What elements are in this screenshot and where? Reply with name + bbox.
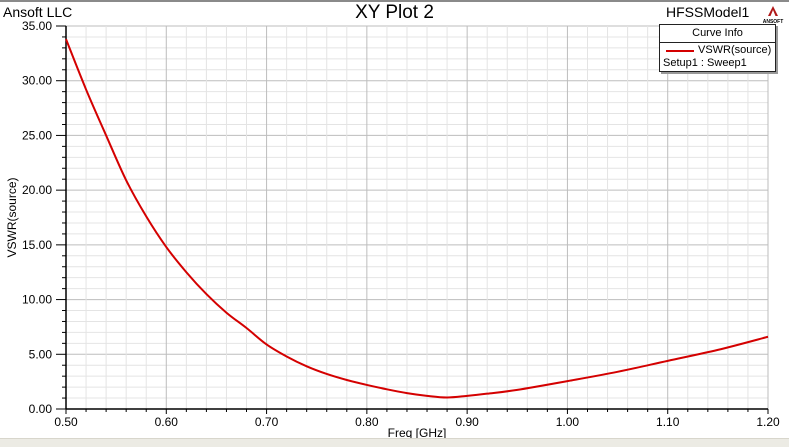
legend-entry[interactable]: VSWR(source) bbox=[660, 43, 775, 57]
plot-title: XY Plot 2 bbox=[355, 2, 434, 23]
y-tick-label: 20.00 bbox=[22, 183, 52, 197]
y-tick-label: 35.00 bbox=[22, 19, 52, 33]
x-tick-label: 0.60 bbox=[155, 415, 179, 429]
company-label: Ansoft LLC bbox=[3, 4, 73, 20]
x-tick-label: 0.80 bbox=[355, 415, 379, 429]
legend-swatch bbox=[666, 50, 694, 52]
legend-title: Curve Info bbox=[660, 25, 775, 43]
y-tick-label: 5.00 bbox=[29, 347, 53, 361]
x-tick-label: 0.90 bbox=[455, 415, 479, 429]
legend-entry-setup: Setup1 : Sweep1 bbox=[663, 57, 747, 69]
x-tick-label: 1.10 bbox=[656, 415, 680, 429]
y-tick-label: 25.00 bbox=[22, 128, 52, 142]
ansoft-logo-icon: ANSOFT bbox=[763, 6, 784, 24]
y-tick-label: 15.00 bbox=[22, 238, 52, 252]
svg-text:ANSOFT: ANSOFT bbox=[763, 19, 784, 24]
x-tick-label: 0.70 bbox=[255, 415, 279, 429]
window-top-border bbox=[0, 0, 789, 2]
status-bar bbox=[0, 438, 789, 447]
y-tick-label: 30.00 bbox=[22, 74, 52, 88]
x-tick-label: 1.00 bbox=[556, 415, 580, 429]
y-tick-label: 0.00 bbox=[29, 402, 53, 416]
legend[interactable]: Curve Info VSWR(source) Setup1 : Sweep1 bbox=[659, 24, 776, 72]
legend-entry-name: VSWR(source) bbox=[698, 44, 772, 56]
x-tick-label: 0.50 bbox=[54, 415, 78, 429]
y-tick-label: 10.00 bbox=[22, 293, 52, 307]
x-tick-label: 1.20 bbox=[756, 415, 780, 429]
model-label: HFSSModel1 bbox=[666, 4, 750, 20]
y-axis-label: VSWR(source) bbox=[5, 177, 19, 257]
series-line-vswr bbox=[65, 38, 769, 399]
x-axis-label: Freq [GHz] bbox=[388, 426, 447, 440]
